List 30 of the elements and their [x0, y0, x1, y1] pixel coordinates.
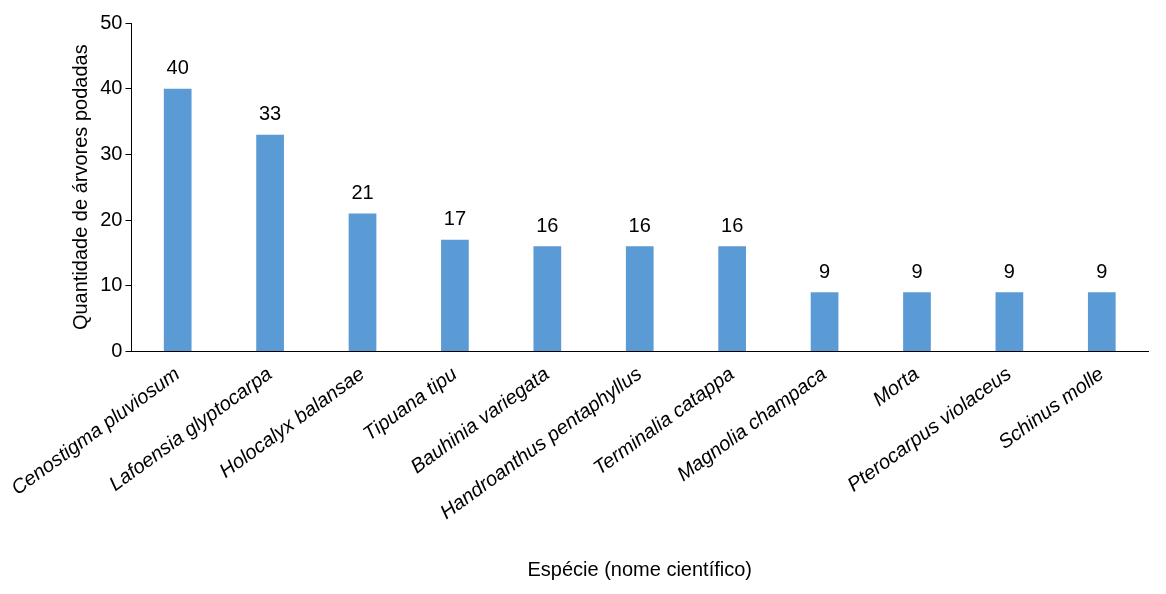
y-tick-label: 30 — [100, 141, 123, 164]
data-label: 16 — [536, 213, 559, 236]
data-label: 16 — [628, 213, 651, 236]
data-label: 9 — [911, 259, 923, 282]
data-label: 21 — [351, 181, 374, 204]
data-label: 16 — [721, 213, 744, 236]
bar — [625, 246, 654, 351]
bar — [256, 134, 284, 351]
bar — [348, 213, 377, 351]
y-tick-label: 40 — [100, 76, 123, 99]
bar — [903, 292, 931, 351]
data-label: 9 — [1003, 259, 1015, 282]
y-tick-label: 20 — [100, 207, 123, 230]
bar — [533, 246, 562, 351]
bar — [441, 239, 469, 351]
data-label: 17 — [443, 207, 467, 230]
bar — [810, 292, 839, 351]
bar — [163, 88, 192, 351]
y-axis-title: Quantidade de árvores podadas — [68, 44, 91, 331]
data-label: 9 — [819, 259, 831, 282]
bar — [995, 292, 1024, 351]
data-label: 33 — [258, 102, 282, 125]
y-tick-label: 10 — [100, 273, 123, 296]
data-label: 9 — [1096, 259, 1108, 282]
y-tick-label: 50 — [100, 10, 123, 33]
bar — [1087, 292, 1116, 351]
data-label: 40 — [166, 56, 189, 79]
x-axis-title: Espécie (nome científico) — [527, 557, 753, 580]
bar — [718, 246, 747, 351]
y-tick-label: 0 — [111, 338, 123, 361]
